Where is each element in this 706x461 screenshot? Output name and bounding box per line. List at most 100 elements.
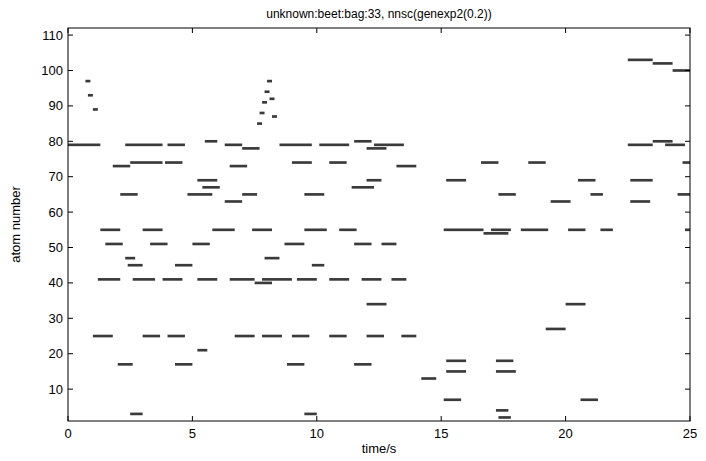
x-tick-label: 25 (683, 426, 697, 441)
y-tick-label: 90 (49, 98, 63, 113)
activation (444, 228, 484, 231)
activation (212, 228, 234, 231)
y-tick (685, 318, 690, 319)
activation (187, 193, 212, 196)
activation (230, 278, 255, 281)
activation (352, 186, 374, 189)
activation (225, 200, 242, 203)
activation (374, 144, 404, 147)
activation (93, 108, 98, 111)
y-tick (68, 176, 73, 177)
activation (168, 144, 185, 147)
activation (312, 264, 324, 267)
activation (257, 122, 262, 125)
activation (242, 147, 259, 150)
y-tick (68, 141, 73, 142)
activation (272, 115, 277, 118)
y-tick (685, 105, 690, 106)
activation (163, 278, 183, 281)
x-tick (316, 28, 317, 33)
activation (175, 264, 192, 267)
y-tick (685, 141, 690, 142)
x-tick-label: 15 (434, 426, 448, 441)
y-tick (685, 389, 690, 390)
activation (88, 94, 93, 97)
activation (590, 193, 602, 196)
activation (673, 69, 690, 72)
marks (68, 59, 690, 419)
activation (197, 278, 217, 281)
activation (265, 257, 280, 260)
y-tick-label: 70 (49, 169, 63, 184)
frame (68, 28, 690, 421)
activation (125, 144, 162, 147)
activation (202, 186, 219, 189)
activation (446, 179, 466, 182)
activation (354, 243, 371, 246)
activation (105, 243, 122, 246)
x-tick (690, 416, 691, 421)
activation (367, 335, 384, 338)
x-tick (68, 28, 69, 33)
activation (401, 335, 416, 338)
chart: 0510152025102030405060708090100110unknow… (0, 0, 706, 461)
activation (128, 264, 143, 267)
y-tick (685, 247, 690, 248)
y-tick-label: 30 (49, 311, 63, 326)
x-tick (68, 416, 69, 421)
activation (267, 80, 272, 83)
activation (100, 228, 120, 231)
activation (165, 161, 182, 164)
activation (630, 179, 652, 182)
activation (175, 363, 192, 366)
y-tick (68, 35, 73, 36)
activation (483, 232, 508, 235)
activation (362, 278, 382, 281)
activation (118, 363, 133, 366)
activation (292, 161, 312, 164)
activation (678, 193, 690, 196)
x-tick (192, 28, 193, 33)
activation (568, 228, 585, 231)
title: unknown:beet:bag:33, nnsc(genexp2(0.2)) (266, 7, 492, 21)
activation (197, 179, 217, 182)
activation (133, 278, 155, 281)
y-tick (68, 70, 73, 71)
activation (329, 335, 346, 338)
y-tick (68, 389, 73, 390)
activation (496, 409, 508, 412)
activation (113, 165, 130, 168)
y-tick-label: 100 (41, 63, 63, 78)
activation (150, 243, 167, 246)
x-tick (192, 416, 193, 421)
activation (551, 200, 571, 203)
activation (292, 335, 309, 338)
activation (683, 161, 690, 164)
activation (287, 363, 304, 366)
y-tick-label: 50 (49, 240, 63, 255)
activation (255, 282, 272, 285)
activation (578, 179, 595, 182)
activation (205, 140, 217, 143)
activation (260, 112, 265, 115)
activation (284, 243, 304, 246)
activation (367, 147, 387, 150)
y-tick (685, 212, 690, 213)
activation (265, 90, 270, 93)
y-tick (68, 282, 73, 283)
activation (481, 161, 498, 164)
activation (653, 140, 673, 143)
activation (496, 370, 516, 373)
activation (685, 228, 690, 231)
activation (665, 144, 685, 147)
activation (581, 398, 598, 401)
y-tick-label: 20 (49, 346, 63, 361)
x-tick (565, 416, 566, 421)
activation (367, 179, 382, 182)
activation (98, 278, 120, 281)
x-tick-label: 10 (310, 426, 324, 441)
activation (130, 161, 162, 164)
activation (304, 413, 316, 416)
y-axis-label: atom number (8, 186, 23, 263)
activation (600, 228, 612, 231)
